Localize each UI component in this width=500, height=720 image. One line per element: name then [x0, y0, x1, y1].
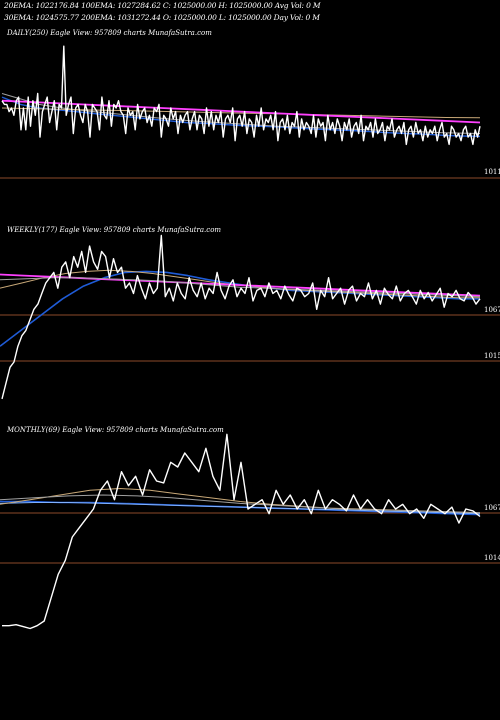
series-line-price — [1, 45, 481, 146]
y-tick-label: 1014 — [484, 554, 500, 562]
y-tick-label: 1067 — [484, 306, 500, 314]
series-line-price — [2, 433, 481, 630]
series-line-ema_blue — [0, 270, 480, 347]
panel-title: WEEKLY(177) Eagle View: 957809 charts Mu… — [7, 226, 221, 234]
series-line-ema_tan — [0, 488, 481, 514]
series-line-ema_light — [0, 502, 481, 515]
panel-title: DAILY(250) Eagle View: 957809 charts Mun… — [6, 29, 212, 37]
y-tick-label: 1015 — [484, 352, 500, 360]
series-line-ema100 — [1, 107, 481, 119]
y-tick-label: 1011 — [484, 168, 500, 176]
y-tick-label: 1067 — [484, 504, 500, 512]
series-line-ema20 — [1, 96, 481, 138]
header-line-2: 30EMA: 1024575.77 200EMA: 1031272.44 O: … — [4, 13, 320, 22]
panel-title: MONTHLY(69) Eagle View: 957809 charts Mu… — [6, 426, 224, 434]
series-line-ema_grey — [0, 277, 481, 298]
series-line-ema_grey — [0, 494, 481, 514]
series-line-price — [1, 234, 481, 400]
series-line-ema200 — [1, 99, 481, 124]
header-line-1: 20EMA: 1022176.84 100EMA: 1027284.62 C: … — [4, 1, 321, 10]
